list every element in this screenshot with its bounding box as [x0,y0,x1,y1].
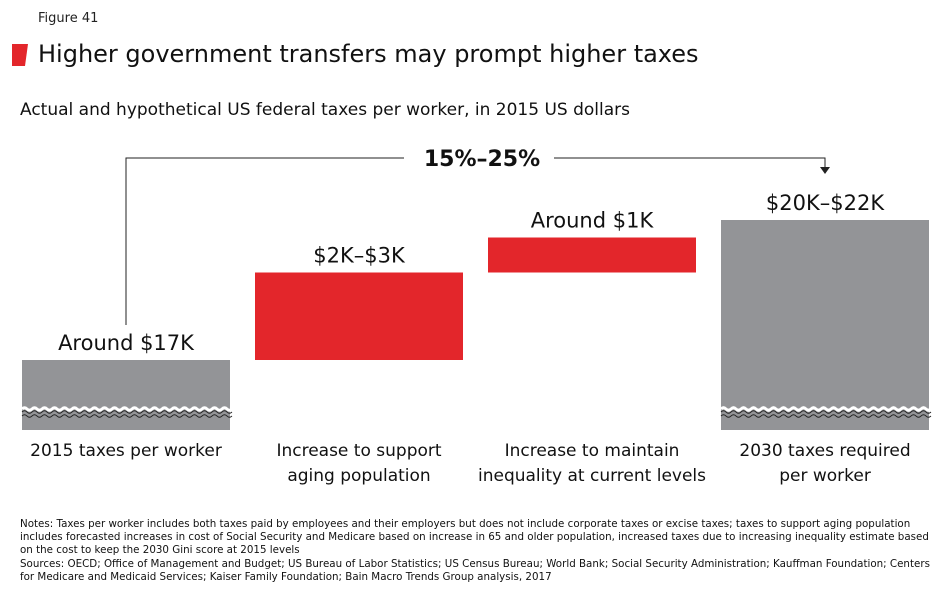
category-label-4-1: 2030 taxes required [739,441,910,461]
category-label-4-2: per worker [779,466,871,486]
bar-3 [488,237,696,273]
chart-notes: Notes: Taxes per worker includes both ta… [20,518,935,584]
accent-mark-icon [12,44,28,66]
category-label-2-2: aging population [287,466,430,486]
category-label-2-1: Increase to support [276,441,441,461]
sources-text: Sources: OECD; Office of Management and … [20,557,930,583]
waterfall-chart: Around $17K 2015 taxes per worker $2K–$3K I… [20,147,933,486]
axis-break-4 [719,406,933,412]
chart-title: Higher government transfers may prompt h… [38,40,699,68]
notes-text: Notes: Taxes per worker includes both ta… [20,518,929,557]
bar-4 [721,220,929,430]
bracket-right [554,157,826,168]
category-label-3-1: Increase to maintain [505,441,680,461]
axis-break-line-a-1 [21,410,233,414]
data-label-1: Around $17K [58,331,195,355]
axis-break-line-b-1 [21,414,233,418]
axis-break-line-a-4 [720,410,932,414]
bar-2 [255,272,463,360]
bracket-arrowhead [820,167,830,174]
category-label-1-1: 2015 taxes per worker [30,441,222,461]
figure-label: Figure 41 [38,11,99,26]
data-label-4: $20K–$22K [766,191,885,215]
bracket-left [125,157,404,325]
data-label-3: Around $1K [531,209,655,233]
chart-subtitle: Actual and hypothetical US federal taxes… [20,100,630,120]
category-label-3-2: inequality at current levels [478,466,706,486]
data-label-2: $2K–$3K [313,244,406,268]
bar-1 [22,360,230,430]
axis-break-1 [20,406,234,412]
annotation-label: 15%–25% [424,147,540,172]
axis-break-line-b-4 [720,414,932,418]
